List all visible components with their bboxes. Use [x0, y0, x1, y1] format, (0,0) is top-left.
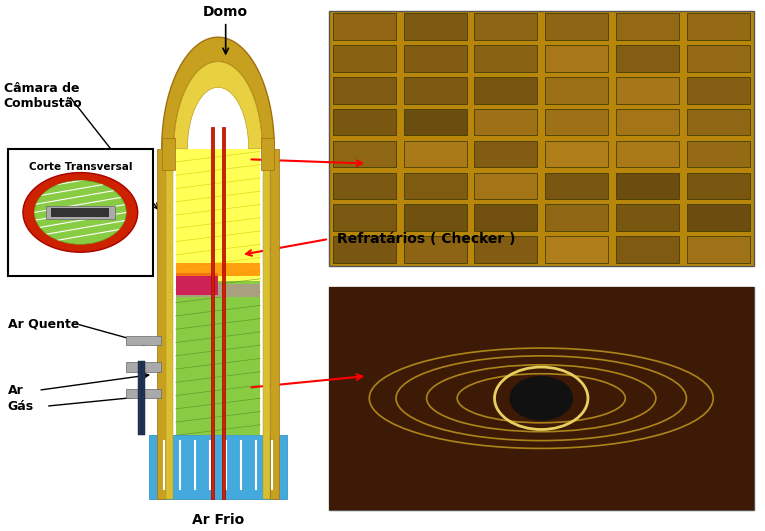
Bar [545, 77, 608, 104]
Text: Ar Quente: Ar Quente [8, 318, 79, 330]
Bar [687, 236, 750, 263]
Bar [333, 204, 396, 231]
Bar [545, 45, 608, 72]
Bar [616, 141, 679, 167]
Bar [157, 149, 166, 499]
Bar [46, 206, 115, 219]
Bar [262, 149, 270, 499]
Bar [270, 149, 279, 499]
Bar [329, 287, 754, 510]
Bar [51, 208, 109, 217]
Bar [333, 45, 396, 72]
Text: Refratários ( Checker ): Refratários ( Checker ) [337, 232, 515, 246]
Circle shape [23, 173, 138, 252]
Bar [545, 141, 608, 167]
Bar [333, 77, 396, 104]
Bar [176, 273, 218, 295]
Bar [176, 263, 260, 276]
Bar [176, 284, 260, 297]
Bar [404, 45, 467, 72]
Bar [616, 204, 679, 231]
Bar [333, 173, 396, 199]
Bar [404, 204, 467, 231]
Text: Domo: Domo [203, 5, 248, 54]
Bar [616, 236, 679, 263]
Ellipse shape [509, 376, 573, 421]
Bar [616, 109, 679, 135]
Polygon shape [161, 37, 275, 149]
Bar [474, 173, 537, 199]
Bar [616, 45, 679, 72]
Bar [545, 204, 608, 231]
Bar [545, 173, 608, 199]
Bar [8, 149, 153, 276]
Bar [474, 141, 537, 167]
Bar [474, 45, 537, 72]
Bar [616, 13, 679, 40]
Bar [329, 287, 754, 510]
Bar [687, 77, 750, 104]
Bar [404, 173, 467, 199]
Bar [474, 204, 537, 231]
Bar [142, 361, 145, 435]
Text: Corte Transversal: Corte Transversal [28, 162, 132, 172]
Bar [333, 236, 396, 263]
Bar [687, 45, 750, 72]
Circle shape [34, 181, 126, 244]
Bar [687, 141, 750, 167]
Bar [126, 336, 161, 345]
Bar [166, 149, 174, 499]
Bar [687, 204, 750, 231]
Bar [404, 109, 467, 135]
Bar [687, 109, 750, 135]
Bar [211, 127, 214, 499]
Bar [616, 173, 679, 199]
Bar [474, 13, 537, 40]
Bar [149, 435, 287, 499]
Bar [176, 281, 260, 435]
Bar [545, 236, 608, 263]
Bar [126, 389, 161, 398]
Bar [138, 361, 142, 435]
Bar [329, 11, 754, 266]
Bar [161, 138, 175, 170]
Bar [222, 127, 225, 499]
Bar [616, 77, 679, 104]
Text: Câmara de
Combustão: Câmara de Combustão [4, 82, 83, 109]
Polygon shape [174, 62, 262, 149]
Bar [176, 149, 260, 281]
Text: Ar Frio: Ar Frio [192, 513, 244, 527]
Bar [333, 141, 396, 167]
Bar [333, 109, 396, 135]
Bar [474, 236, 537, 263]
Bar [687, 13, 750, 40]
Bar [126, 362, 161, 372]
Bar [404, 13, 467, 40]
Bar [474, 109, 537, 135]
Bar [545, 109, 608, 135]
Text: Gás: Gás [8, 400, 34, 413]
Bar [404, 236, 467, 263]
Bar [261, 138, 275, 170]
Bar [404, 77, 467, 104]
Bar [474, 77, 537, 104]
Text: Ar: Ar [8, 384, 24, 397]
Bar [404, 141, 467, 167]
Bar [545, 13, 608, 40]
Bar [333, 13, 396, 40]
Bar [687, 173, 750, 199]
